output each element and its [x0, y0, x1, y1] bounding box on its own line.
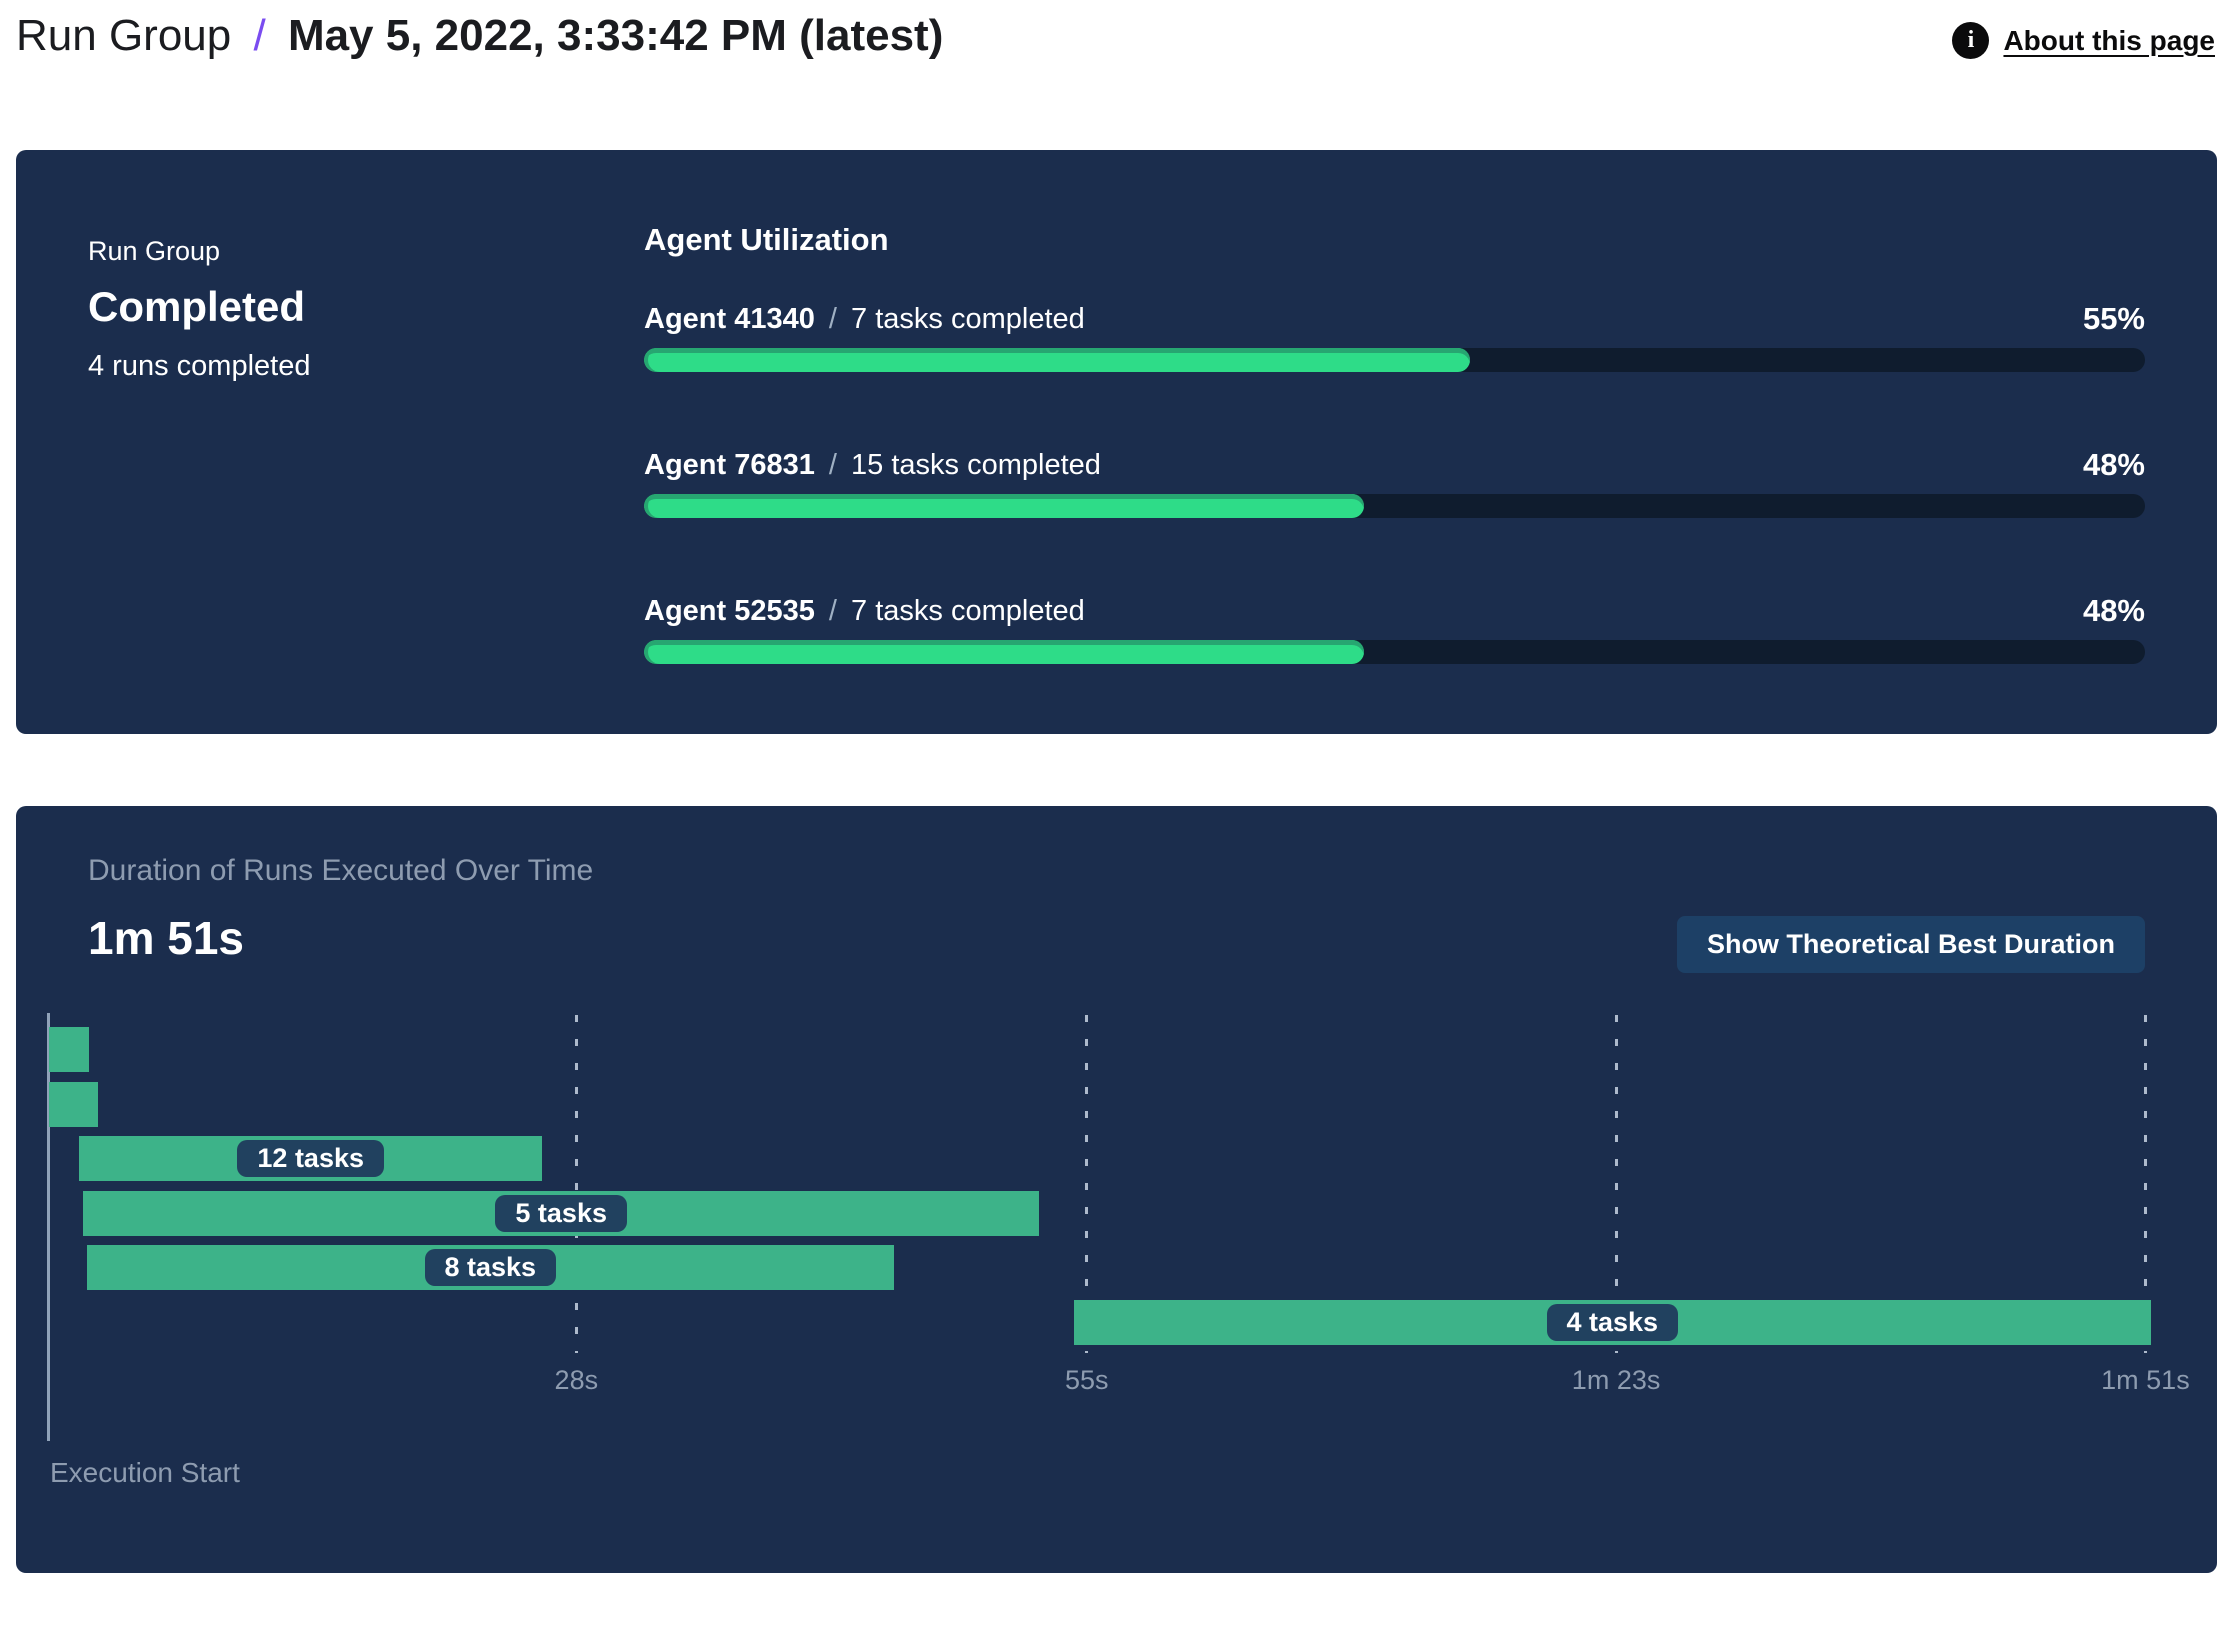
x-axis-tick-label: 28s [554, 1365, 599, 1395]
utilization-progress-track [644, 494, 2145, 518]
agent-utilization-section: Agent Utilization Agent 41340 / 7 tasks … [644, 222, 2145, 734]
agent-utilization-row: Agent 41340 / 7 tasks completed 55% [644, 302, 2145, 372]
agent-utilization-row: Agent 52535 / 7 tasks completed 48% [644, 594, 2145, 664]
agent-label-row: Agent 52535 / 7 tasks completed 48% [644, 594, 2145, 628]
run-duration-bar[interactable]: 12 tasks [79, 1136, 543, 1181]
about-this-page-link[interactable]: About this page [2003, 24, 2215, 56]
run-group-status: Completed [88, 283, 306, 330]
page-title: May 5, 2022, 3:33:42 PM (latest) [287, 11, 944, 60]
about-this-page: i About this page [1952, 22, 2215, 59]
gridline [1085, 1015, 1089, 1353]
gridline [574, 1015, 578, 1353]
agent-utilization-title: Agent Utilization [644, 222, 889, 257]
task-count-pill: 12 tasks [237, 1140, 384, 1177]
gantt-plot: 28s 55s 1m 23s 1m 51s 12 tasks 5 tasks 8 tasks… [47, 1013, 2190, 1395]
run-duration-bar[interactable]: 5 tasks [82, 1191, 1040, 1236]
agent-tasks-completed: 7 tasks completed [851, 595, 1085, 627]
run-group-label: Run Group [88, 236, 221, 266]
agent-utilization-percent: 48% [2082, 447, 2145, 482]
show-theoretical-best-duration-button[interactable]: Show Theoretical Best Duration [1676, 916, 2145, 973]
run-group-panel: Run Group Completed 4 runs completed Age… [16, 150, 2217, 734]
agent-name: Agent 52535 [644, 595, 815, 627]
agent-name: Agent 76831 [644, 449, 815, 481]
task-count-pill: 8 tasks [424, 1249, 557, 1286]
duration-chart-subtitle: Duration of Runs Executed Over Time [88, 854, 594, 887]
x-axis-tick-label: 1m 23s [1571, 1365, 1661, 1395]
agent-label: Agent 41340 / 7 tasks completed [644, 302, 1085, 336]
utilization-progress-fill [644, 494, 1365, 518]
execution-start-label: Execution Start [50, 1457, 240, 1488]
agent-utilization-percent: 55% [2082, 301, 2145, 336]
gridline [1614, 1015, 1618, 1353]
agent-rows: Agent 41340 / 7 tasks completed 55% Agent … [644, 302, 2145, 664]
utilization-progress-track [644, 640, 2145, 664]
task-count-pill: 4 tasks [1546, 1304, 1679, 1341]
utilization-progress-fill [644, 640, 1365, 664]
info-icon[interactable]: i [1952, 22, 1990, 59]
agent-label: Agent 52535 / 7 tasks completed [644, 594, 1085, 628]
agent-label-separator: / [820, 303, 846, 335]
task-count-pill: 5 tasks [495, 1195, 627, 1232]
agent-utilization-row: Agent 76831 / 15 tasks completed 48% [644, 448, 2145, 518]
run-duration-bar[interactable] [48, 1082, 99, 1127]
agent-label-separator: / [820, 595, 846, 627]
page-header: Run Group / May 5, 2022, 3:33:42 PM (lat… [16, 10, 2215, 62]
agent-label-row: Agent 76831 / 15 tasks completed 48% [644, 448, 2145, 482]
run-group-summary: Run Group Completed 4 runs completed [88, 222, 644, 734]
x-axis-tick-label: 1m 51s [2101, 1365, 2190, 1395]
breadcrumb-run-group: Run Group [16, 11, 232, 60]
duration-panel: Duration of Runs Executed Over Time 1m 5… [16, 806, 2217, 1573]
run-duration-bar[interactable]: 8 tasks [86, 1245, 894, 1290]
agent-label-separator: / [820, 449, 846, 481]
execution-start-axis-line [47, 1013, 50, 1441]
duration-header-row: 1m 51s Show Theoretical Best Duration [88, 912, 2145, 973]
gantt-chart: 28s 55s 1m 23s 1m 51s 12 tasks 5 tasks 8 tasks… [47, 1013, 2190, 1497]
agent-utilization-percent: 48% [2082, 593, 2145, 628]
run-duration-bar[interactable]: 4 tasks [1073, 1300, 2152, 1345]
agent-tasks-completed: 7 tasks completed [851, 303, 1085, 335]
agent-label: Agent 76831 / 15 tasks completed [644, 448, 1101, 482]
agent-tasks-completed: 15 tasks completed [851, 449, 1101, 481]
gridline [2143, 1015, 2147, 1353]
utilization-progress-track [644, 348, 2145, 372]
breadcrumb: Run Group / May 5, 2022, 3:33:42 PM (lat… [16, 10, 943, 62]
runs-completed-count: 4 runs completed [88, 350, 311, 382]
agent-label-row: Agent 41340 / 7 tasks completed 55% [644, 302, 2145, 336]
run-duration-bar[interactable] [48, 1027, 89, 1072]
utilization-progress-fill [644, 348, 1470, 372]
agent-name: Agent 41340 [644, 303, 815, 335]
total-duration-value: 1m 51s [88, 912, 245, 964]
breadcrumb-separator: / [253, 11, 266, 60]
x-axis-tick-label: 55s [1064, 1365, 1109, 1395]
